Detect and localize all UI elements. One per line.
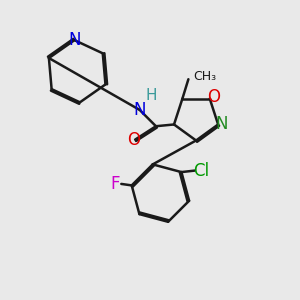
Text: H: H <box>146 88 157 103</box>
Text: N: N <box>133 101 146 119</box>
Text: Cl: Cl <box>193 162 209 180</box>
Text: F: F <box>111 175 120 193</box>
Text: O: O <box>207 88 220 106</box>
Text: N: N <box>68 31 81 49</box>
Text: N: N <box>215 116 228 134</box>
Text: O: O <box>127 130 140 148</box>
Text: CH₃: CH₃ <box>194 70 217 83</box>
